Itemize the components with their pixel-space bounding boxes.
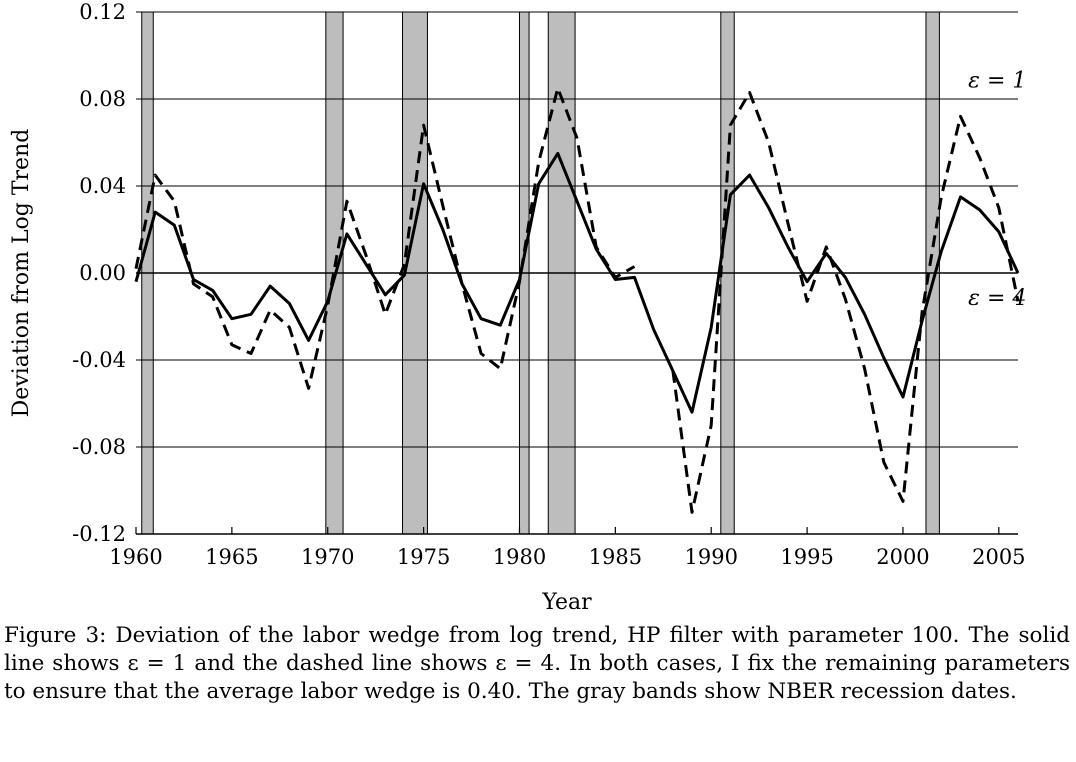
y-tick-label-5: 0.08 [79,87,126,111]
dashed-series-line [134,86,1020,514]
y-tick-label-3: 0.00 [79,261,126,285]
y-axis-title: Deviation from Log Trend [9,129,34,418]
annotation-1: ε = 4 [968,286,1026,311]
y-tick-label-2: -0.04 [72,348,126,372]
y-tick-label-0: -0.12 [72,522,126,546]
solid-series-line [134,151,1020,414]
x-tick-label-7: 1995 [780,545,833,569]
tick-labels: -0.12 -0.08 -0.04 0.00 0.04 0.08 0.12 1960 1965 1… [72,0,1025,569]
annotation-0: ε = 1 [968,68,1026,93]
x-tick-label-6: 1990 [684,545,737,569]
y-tick-label-1: -0.08 [72,435,126,459]
labor-wedge-chart: -0.12 -0.08 -0.04 0.00 0.04 0.08 0.12 1960 1965 1… [9,0,1026,615]
y-tick-label-4: 0.04 [79,174,126,198]
x-tick-label-9: 2005 [972,545,1025,569]
x-tick-label-4: 1980 [493,545,546,569]
x-tick-label-8: 2000 [876,545,929,569]
x-tick-label-0: 1960 [109,545,162,569]
x-tick-label-2: 1970 [301,545,354,569]
axes [135,527,1018,535]
series-annotations: ε = 1 ε = 4 [968,68,1026,310]
horizontal-gridlines [136,11,1018,535]
x-tick-label-3: 1975 [397,545,450,569]
figure-caption: Figure 3: Deviation of the labor wedge f… [4,623,1070,704]
series-lines [134,86,1020,514]
y-tick-label-6: 0.12 [79,0,126,24]
x-tick-label-5: 1985 [589,545,642,569]
x-axis-title: Year [541,590,592,615]
x-tick-label-1: 1965 [205,545,258,569]
